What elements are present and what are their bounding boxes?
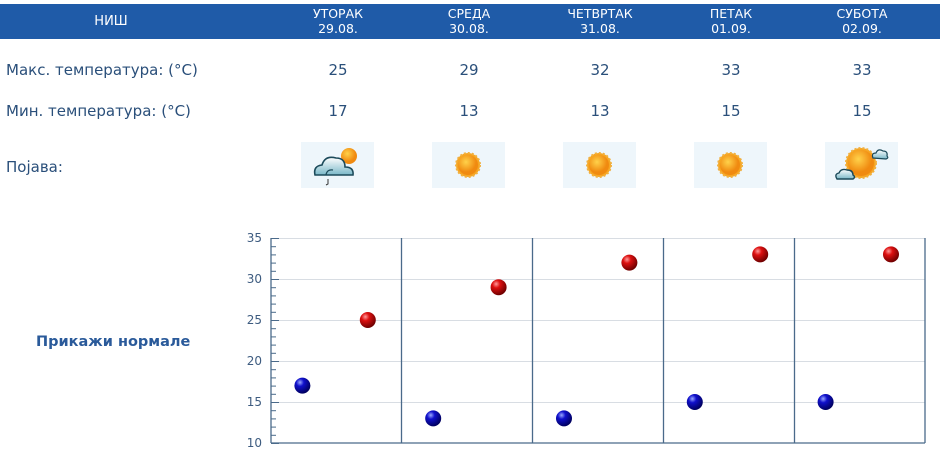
gridlines (271, 238, 925, 403)
city-name: НИШ (94, 14, 128, 29)
phenomenon-label: Појава: (6, 158, 63, 176)
max-temp-value: 33 (721, 61, 741, 79)
max-temp-value: 33 (852, 61, 872, 79)
y-tick: 25 (246, 313, 262, 327)
max-temp-value: 25 (328, 61, 348, 79)
min-temp-point (686, 394, 703, 410)
day-header: СРЕДА 30.08. (447, 6, 491, 36)
min-temp-value: 15 (852, 102, 872, 120)
max-temp-point (490, 279, 507, 296)
day-header: УТОРАК 29.08. (312, 6, 364, 36)
y-tick: 15 (246, 395, 262, 409)
y-tick: 35 (246, 231, 262, 245)
show-normals-link[interactable]: Прикажи нормале (36, 334, 191, 350)
min-temp-value: 13 (590, 102, 610, 120)
day-header: СУБОТА 02.09. (836, 6, 888, 36)
sun-clouds-icon (825, 142, 898, 188)
sun-icon (432, 142, 505, 188)
data-points (294, 246, 899, 427)
partly-cloudy-rain-icon (301, 142, 374, 188)
min-temp-value: 17 (328, 102, 348, 120)
y-tick: 30 (246, 272, 262, 286)
axes (270, 238, 926, 444)
max-temp-point (621, 254, 638, 271)
min-temp-value: 15 (721, 102, 741, 120)
sun-icon (694, 142, 767, 188)
y-tick: 10 (246, 436, 262, 450)
min-temp-point (817, 394, 834, 410)
max-temp-point (359, 312, 376, 328)
forecast-header: НИШ УТОРАК 29.08. СРЕДА 30.08. ЧЕТВРТАК 31.… (0, 4, 940, 39)
min-temp-value: 13 (459, 102, 479, 120)
sun-icon (563, 142, 636, 188)
min-temp-label: Мин. температура: (°C) (6, 102, 191, 120)
day-header: ПЕТАК 01.09. (709, 6, 753, 36)
min-temp-point (555, 410, 572, 427)
max-temp-value: 29 (459, 61, 479, 79)
y-tick: 20 (246, 354, 262, 368)
min-temp-point (425, 410, 442, 427)
max-temp-point (752, 246, 769, 263)
max-temp-label: Макс. температура: (°C) (6, 61, 198, 79)
day-header: ЧЕТВРТАК 31.08. (567, 6, 633, 36)
min-temp-point (294, 377, 311, 394)
max-temp-point (882, 246, 899, 263)
max-temp-value: 32 (590, 61, 610, 79)
y-minor-ticks (271, 238, 279, 444)
